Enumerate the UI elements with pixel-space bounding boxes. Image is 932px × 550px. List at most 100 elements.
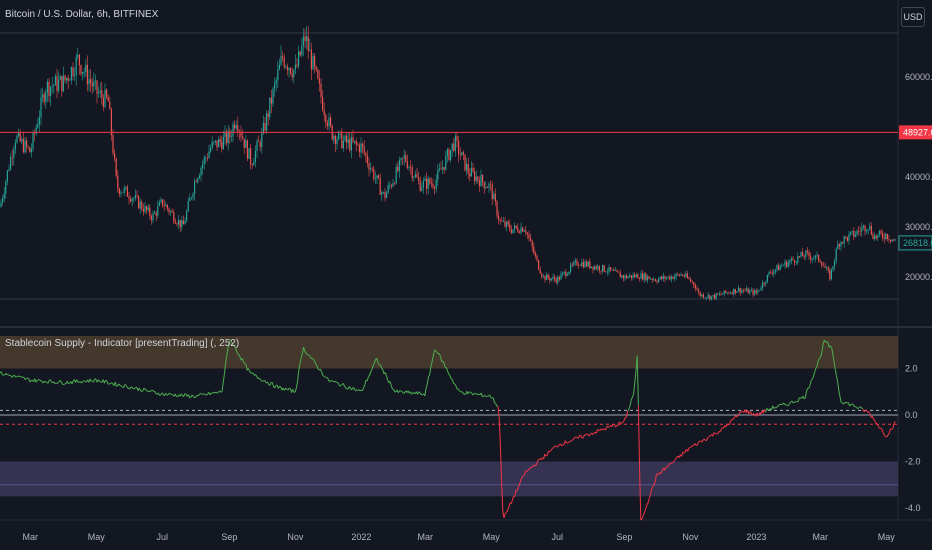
candle-body (725, 290, 727, 293)
candle-body (763, 282, 765, 284)
candle-body (230, 136, 232, 138)
candle-body (291, 73, 293, 78)
indicator-segment (514, 490, 517, 497)
indicator-segment (222, 374, 225, 383)
candle-body (261, 132, 263, 147)
candle-body (659, 276, 661, 280)
candle-body (146, 206, 148, 211)
candle-body (496, 201, 498, 216)
candle-body (461, 152, 463, 156)
upper-band (0, 335, 898, 369)
indicator-segment (241, 358, 245, 363)
indicator-segment (451, 379, 455, 384)
indicator-title: Stablecoin Supply - Indicator [presentTr… (5, 338, 240, 349)
candle-body (885, 233, 887, 239)
candle-body (8, 169, 10, 171)
indicator-segment (572, 438, 574, 441)
candle-body (371, 168, 373, 170)
indicator-segment (648, 494, 651, 499)
candle-body (554, 276, 556, 280)
candle-body (443, 167, 445, 170)
indicator-segment (562, 444, 565, 446)
candle-body (488, 183, 490, 188)
candle-body (509, 224, 511, 230)
candle-body (486, 187, 488, 189)
candle-body (848, 234, 850, 241)
time-tick-label: 2022 (351, 532, 371, 542)
indicator-segment (397, 390, 401, 394)
candle-body (682, 274, 684, 276)
candle-body (627, 276, 629, 279)
indicator-segment (336, 382, 339, 384)
indicator-tick-label: 0.0 (905, 410, 918, 420)
indicator-segment (660, 469, 663, 474)
price-axis[interactable]: 20000.0 30000.0 40000.0 60000.0 48927.0 26818… (898, 72, 932, 282)
candle-body (531, 240, 533, 247)
candle-body (245, 140, 247, 148)
time-tick-label: Sep (221, 532, 237, 542)
candle-body (888, 239, 890, 240)
candle-body (538, 260, 540, 270)
candle-body (662, 276, 664, 279)
candle-body (136, 195, 138, 197)
candle-body (632, 274, 634, 278)
candle-body (400, 158, 402, 161)
indicator-segment (411, 392, 414, 395)
candle-body (840, 242, 842, 247)
indicator-segment (214, 391, 217, 394)
indicator-segment (235, 350, 239, 354)
candle-body (270, 97, 272, 104)
candle-body (397, 167, 399, 171)
indicator-segment (244, 362, 247, 365)
indicator-segment (385, 375, 389, 381)
candle-body (701, 294, 703, 297)
candle-body (64, 75, 66, 81)
candle-body (248, 148, 250, 159)
candle-body (523, 230, 525, 232)
indicator-pane[interactable] (0, 335, 898, 521)
candle-body (435, 179, 437, 189)
indicator-segment (472, 393, 475, 396)
indicator-segment (134, 387, 136, 389)
indicator-segment (523, 470, 527, 476)
indicator-segment (706, 437, 709, 441)
candle-body (88, 79, 90, 85)
candle-body (762, 282, 764, 289)
price-tick-label: 30000.0 (905, 222, 932, 232)
candle-body (814, 255, 816, 259)
indicator-segment (97, 379, 101, 382)
time-tick-label: May (88, 532, 106, 542)
indicator-segment (105, 379, 108, 382)
candle-body (480, 175, 482, 187)
currency-button[interactable]: USD (901, 7, 925, 27)
indicator-segment (255, 374, 258, 377)
indicator-segment (595, 429, 599, 434)
indicator-segment (525, 470, 528, 473)
candle-body (234, 124, 236, 129)
price-tick-label: 60000.0 (905, 72, 932, 82)
candle-body (891, 239, 893, 242)
candle-body (46, 81, 48, 93)
candle-body (870, 226, 872, 235)
indicator-segment (617, 421, 620, 426)
candle-body (213, 141, 215, 143)
candle-body (850, 232, 852, 235)
indicator-segment (300, 352, 303, 359)
indicator-segment (625, 410, 629, 418)
candle-body (661, 276, 663, 279)
indicator-segment (694, 443, 697, 446)
indicator-segment (238, 354, 241, 358)
candle-body (458, 140, 460, 155)
candle-body (70, 67, 72, 81)
indicator-axis[interactable]: 2.0 0.0 -2.0 -4.0 (905, 364, 921, 514)
indicator-segment (376, 358, 379, 364)
price-pane[interactable] (0, 0, 932, 521)
candle-body (770, 272, 772, 273)
candle-body (304, 36, 306, 42)
time-axis[interactable]: Mar May Jul Sep Nov 2022 Mar May Jul Sep Nov 2023 Ma… (23, 532, 896, 542)
indicator-segment (636, 355, 639, 406)
indicator-segment (741, 410, 744, 413)
candle-body (334, 135, 336, 144)
candle-body (219, 139, 221, 143)
